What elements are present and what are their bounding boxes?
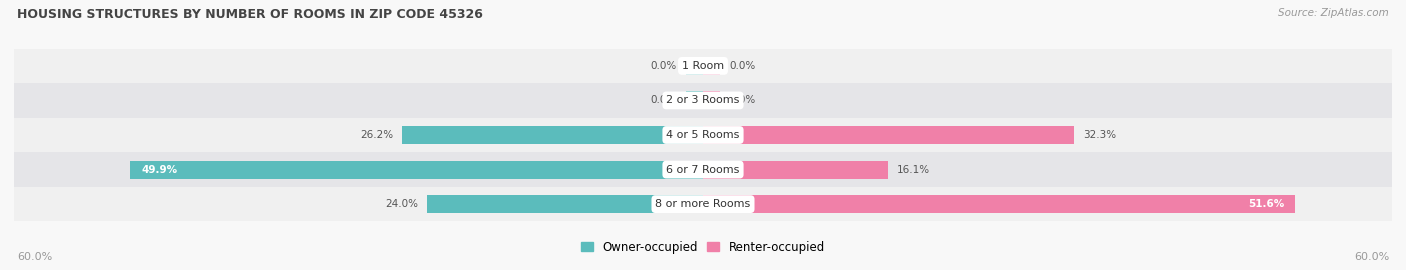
Text: HOUSING STRUCTURES BY NUMBER OF ROOMS IN ZIP CODE 45326: HOUSING STRUCTURES BY NUMBER OF ROOMS IN… — [17, 8, 482, 21]
Text: 24.0%: 24.0% — [385, 199, 418, 209]
Bar — [14, 83, 1392, 118]
Text: 49.9%: 49.9% — [142, 164, 177, 175]
Bar — [129, 161, 703, 178]
Bar — [14, 118, 1392, 152]
Bar — [402, 126, 703, 144]
Text: 4 or 5 Rooms: 4 or 5 Rooms — [666, 130, 740, 140]
Text: 60.0%: 60.0% — [1354, 252, 1389, 262]
Text: 8 or more Rooms: 8 or more Rooms — [655, 199, 751, 209]
Text: 51.6%: 51.6% — [1247, 199, 1284, 209]
Text: 16.1%: 16.1% — [897, 164, 931, 175]
Bar — [703, 161, 887, 178]
Bar — [686, 92, 703, 109]
Bar — [703, 126, 1074, 144]
Text: 1 Room: 1 Room — [682, 61, 724, 71]
Text: 2 or 3 Rooms: 2 or 3 Rooms — [666, 95, 740, 106]
Text: 26.2%: 26.2% — [360, 130, 392, 140]
Text: 0.0%: 0.0% — [730, 61, 755, 71]
Text: 60.0%: 60.0% — [17, 252, 52, 262]
Bar — [686, 57, 703, 75]
Text: 32.3%: 32.3% — [1083, 130, 1116, 140]
Text: 0.0%: 0.0% — [730, 95, 755, 106]
Legend: Owner-occupied, Renter-occupied: Owner-occupied, Renter-occupied — [581, 241, 825, 254]
Bar — [14, 49, 1392, 83]
Bar — [14, 152, 1392, 187]
Bar — [703, 57, 720, 75]
Text: Source: ZipAtlas.com: Source: ZipAtlas.com — [1278, 8, 1389, 18]
Bar — [703, 195, 1295, 213]
Bar — [427, 195, 703, 213]
Text: 6 or 7 Rooms: 6 or 7 Rooms — [666, 164, 740, 175]
Text: 0.0%: 0.0% — [651, 61, 676, 71]
Text: 0.0%: 0.0% — [651, 95, 676, 106]
Bar — [14, 187, 1392, 221]
Bar — [703, 92, 720, 109]
